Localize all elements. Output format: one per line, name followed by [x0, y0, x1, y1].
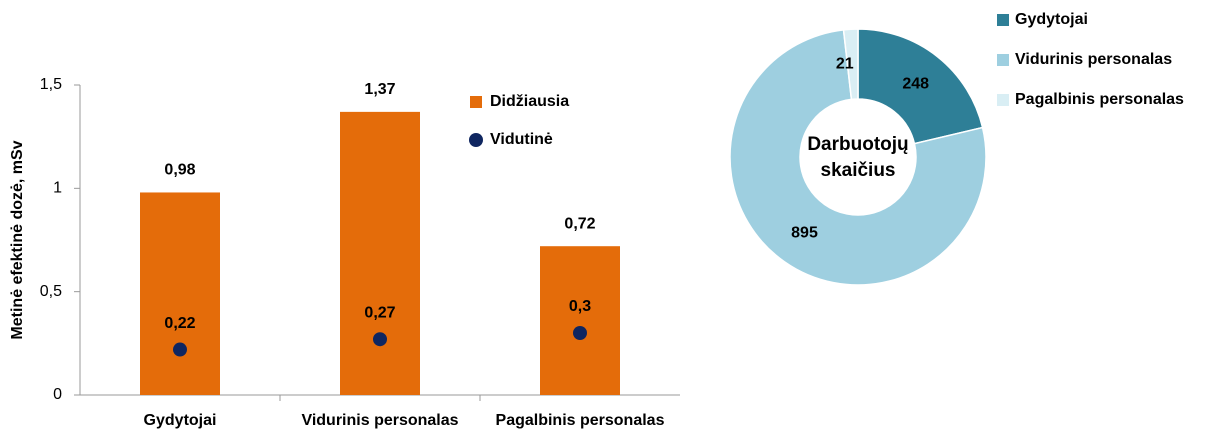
- legend-swatch: [997, 54, 1009, 66]
- legend-swatch: [469, 133, 483, 147]
- legend-swatch: [997, 14, 1009, 26]
- y-tick-label: 1: [53, 180, 62, 197]
- dot: [573, 326, 587, 340]
- bar-value-label: 0,98: [164, 162, 195, 179]
- bar-value-label: 1,37: [364, 81, 395, 98]
- dot: [173, 342, 187, 357]
- legend-label: Pagalbinis personalas: [1015, 91, 1184, 108]
- legend-label: Didžiausia: [490, 93, 569, 110]
- bar: [540, 246, 620, 395]
- donut-slice: [857, 28, 984, 145]
- donut-slice: [729, 28, 987, 286]
- bar: [140, 192, 220, 395]
- slice-label: 21: [836, 55, 854, 72]
- y-tick-label: 0: [53, 386, 62, 403]
- legend-label: Vidurinis personalas: [1015, 51, 1172, 68]
- y-axis-label: Metinė efektinė dozė, mSv: [9, 140, 26, 339]
- donut-slice: [842, 28, 859, 101]
- legend-swatch: [997, 94, 1009, 106]
- x-tick-label: Gydytojai: [144, 412, 217, 429]
- y-tick-label: 0,5: [40, 283, 62, 300]
- slice-label: 248: [902, 75, 929, 92]
- dot: [373, 332, 387, 347]
- dot-value-label: 0,3: [569, 298, 591, 315]
- slice-label: 895: [791, 224, 818, 241]
- x-tick-label: Pagalbinis personalas: [496, 412, 665, 429]
- x-tick-label: Vidurinis personalas: [301, 412, 458, 429]
- bar: [340, 111, 420, 395]
- y-tick-label: 1,5: [40, 76, 62, 93]
- dot-value-label: 0,27: [364, 304, 395, 321]
- dot-value-label: 0,22: [164, 315, 195, 332]
- bar-value-label: 0,72: [564, 215, 595, 232]
- legend-label: Vidutinė: [490, 131, 553, 148]
- legend-swatch: [470, 96, 482, 108]
- legend-label: Gydytojai: [1015, 11, 1088, 28]
- donut-center-label: Darbuotojų skaičius: [807, 134, 909, 181]
